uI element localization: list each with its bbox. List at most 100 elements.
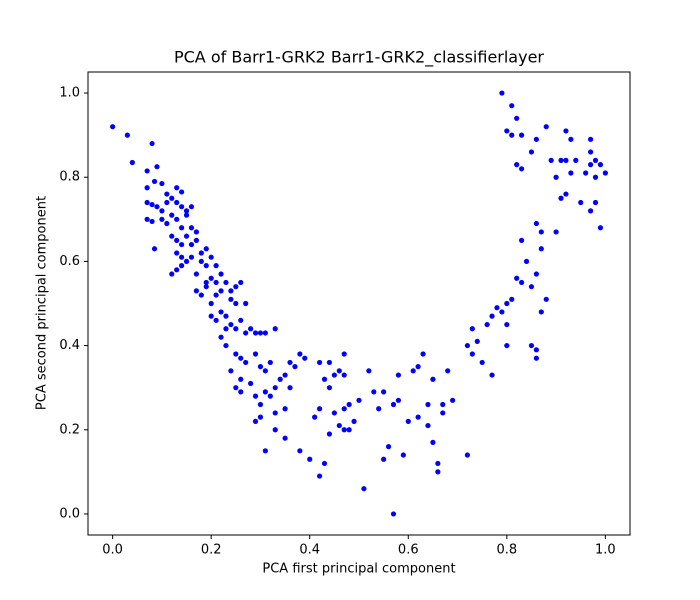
point — [499, 90, 505, 96]
y-axis-label: PCA second principal component — [35, 196, 50, 410]
point — [183, 212, 190, 218]
point — [151, 178, 158, 185]
point — [316, 406, 323, 412]
point — [169, 233, 175, 239]
point — [218, 288, 224, 294]
point — [257, 364, 264, 370]
point — [587, 149, 594, 155]
point — [174, 185, 180, 191]
point — [425, 422, 431, 429]
x-tick-label: 0.8 — [496, 543, 517, 558]
point — [504, 300, 510, 307]
point — [282, 435, 288, 441]
point — [208, 300, 214, 307]
x-tick-label: 0.4 — [299, 543, 320, 558]
point — [144, 216, 150, 222]
point — [341, 372, 347, 378]
point — [238, 355, 244, 361]
point — [464, 342, 470, 349]
point — [193, 288, 199, 294]
point — [346, 427, 352, 433]
point — [371, 389, 377, 395]
point — [341, 427, 347, 433]
point — [326, 359, 333, 366]
point — [144, 199, 150, 206]
point — [179, 241, 185, 248]
point — [341, 406, 347, 412]
point — [183, 208, 190, 214]
point — [528, 342, 535, 349]
point — [188, 254, 195, 260]
point — [223, 279, 229, 286]
point — [415, 414, 421, 420]
point — [233, 326, 239, 332]
y-tick-label: 0.6 — [59, 254, 80, 269]
point — [262, 368, 268, 374]
point — [159, 180, 165, 187]
point — [592, 174, 599, 180]
point — [151, 246, 158, 252]
point — [450, 397, 456, 403]
point — [218, 271, 224, 277]
point — [430, 376, 436, 382]
point — [218, 309, 224, 315]
point — [302, 355, 308, 361]
point — [568, 136, 574, 142]
point — [262, 448, 268, 454]
point — [430, 439, 436, 445]
point — [188, 241, 195, 248]
point — [203, 284, 209, 290]
point — [538, 309, 544, 315]
point — [415, 364, 421, 370]
point — [316, 359, 323, 366]
point — [381, 389, 387, 395]
y-tick-label: 0.8 — [59, 170, 80, 185]
point — [484, 321, 490, 328]
point — [248, 326, 254, 332]
chart-title: PCA of Barr1-GRK2 Barr1-GRK2_classifierl… — [174, 48, 544, 68]
point — [519, 166, 525, 172]
point — [174, 237, 180, 243]
point — [366, 368, 372, 374]
point — [553, 229, 559, 235]
point — [257, 401, 264, 408]
y-tick-label: 0.0 — [59, 506, 80, 521]
point — [316, 473, 323, 479]
point — [282, 406, 288, 412]
point — [528, 149, 535, 155]
point — [376, 406, 382, 412]
point — [154, 164, 160, 170]
point — [193, 229, 199, 235]
point — [169, 195, 175, 201]
point — [558, 195, 564, 201]
point — [469, 326, 475, 332]
point — [405, 418, 411, 424]
point — [583, 170, 589, 176]
point — [262, 330, 268, 336]
point — [489, 313, 495, 319]
point — [233, 385, 239, 391]
point — [208, 275, 214, 281]
point — [228, 296, 234, 302]
point — [346, 401, 352, 408]
point — [223, 313, 229, 319]
point — [509, 103, 515, 109]
point — [592, 157, 599, 163]
point — [361, 486, 367, 492]
point — [420, 351, 426, 357]
point — [587, 136, 594, 142]
point — [272, 385, 278, 391]
point — [252, 351, 259, 357]
point — [198, 258, 204, 265]
point — [228, 368, 234, 374]
point — [331, 410, 337, 416]
point — [287, 385, 293, 391]
point — [169, 271, 175, 277]
point — [252, 393, 259, 399]
point — [390, 401, 397, 408]
point — [203, 263, 209, 269]
point — [489, 372, 495, 378]
point — [154, 204, 160, 210]
point — [533, 136, 539, 142]
